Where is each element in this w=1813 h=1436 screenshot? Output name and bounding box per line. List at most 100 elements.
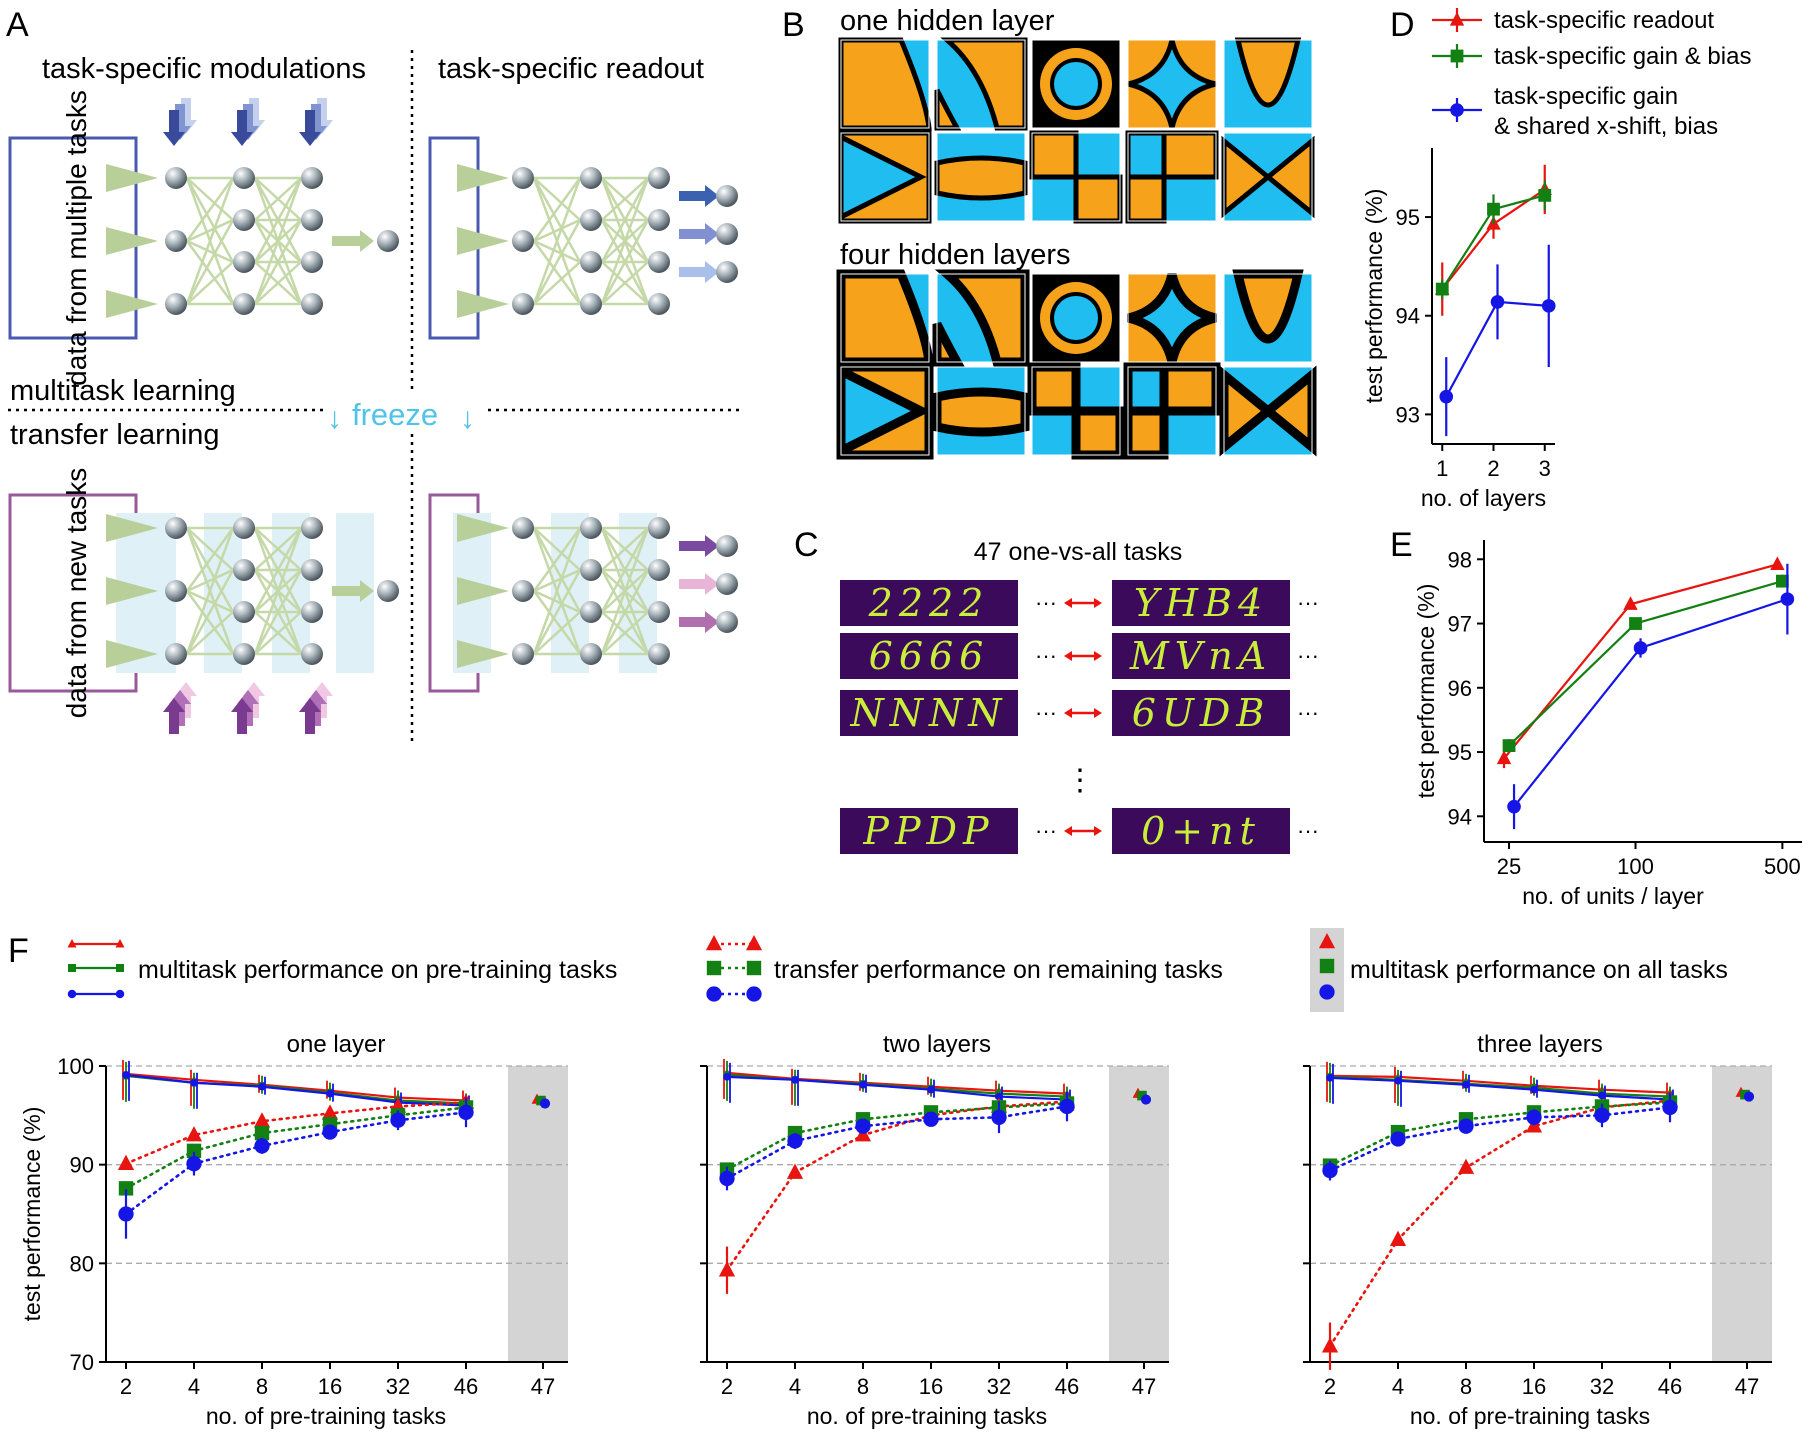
y-axis-label: test performance (%) xyxy=(1413,584,1439,799)
neuron xyxy=(233,251,255,273)
modulation-arrow xyxy=(163,698,185,734)
connection xyxy=(185,177,235,305)
neuron xyxy=(512,580,534,602)
neuron xyxy=(301,293,323,315)
marker-circle xyxy=(254,1138,270,1154)
input-triangle xyxy=(457,514,509,542)
input-triangle xyxy=(457,227,509,255)
boundary-tile xyxy=(836,269,935,367)
character-strip-right xyxy=(1112,633,1290,679)
tile-border xyxy=(1223,366,1313,456)
legend-label: multitask performance on pre-training ta… xyxy=(138,956,617,984)
x-axis-label: no. of pre-training tasks xyxy=(807,1403,1047,1429)
connection xyxy=(185,240,235,305)
panel-letter-d: D xyxy=(1390,6,1415,44)
x-tick-label: 4 xyxy=(188,1374,200,1399)
neuron xyxy=(512,517,534,539)
neuron xyxy=(716,185,738,207)
tile-region xyxy=(934,155,1028,201)
connection xyxy=(533,611,581,655)
label-task-specific-modulations: task-specific modulations xyxy=(42,53,366,85)
marker-triangle xyxy=(1318,933,1336,949)
marker-square xyxy=(186,1143,202,1159)
x-tick-label: 2 xyxy=(1324,1374,1336,1399)
y-tick-label: 100 xyxy=(57,1054,94,1079)
pair-arrow-head xyxy=(1094,708,1102,718)
label-task-specific-readout: task-specific readout xyxy=(438,53,704,85)
neuron xyxy=(580,209,602,231)
transfer-line xyxy=(725,1105,1069,1180)
tile-region xyxy=(1029,130,1079,180)
marker-square xyxy=(1319,958,1335,974)
boundary-tile xyxy=(932,269,1030,367)
marker-circle xyxy=(1780,592,1795,606)
marker-triangle xyxy=(786,1163,804,1179)
input-triangle xyxy=(106,640,158,668)
character-label: 6UDB xyxy=(1132,691,1271,735)
connection xyxy=(532,177,582,305)
freeze-arrow-right: ↓ xyxy=(460,402,475,435)
boundary-tile xyxy=(1223,269,1313,363)
neuron xyxy=(512,293,534,315)
character-label: NNNN xyxy=(850,691,1008,735)
character-row: PPDP ··· 0+nt ··· xyxy=(840,808,1319,854)
marker-square xyxy=(254,1125,270,1141)
x-tick-label: 16 xyxy=(318,1374,342,1399)
tile-region xyxy=(1234,37,1302,108)
marker-circle xyxy=(458,1104,474,1121)
marker-circle xyxy=(1319,984,1335,1000)
connection xyxy=(253,177,303,263)
ellipsis: ··· xyxy=(1297,818,1319,843)
marker-circle xyxy=(1450,103,1464,117)
tile-border xyxy=(936,273,1026,363)
marker-triangle xyxy=(745,935,763,951)
connection xyxy=(532,527,582,613)
marker-circle xyxy=(1526,1109,1542,1125)
boundary-tile xyxy=(1125,130,1219,224)
connection xyxy=(186,589,234,614)
y-axis-label: test performance (%) xyxy=(19,1107,45,1322)
transfer-line xyxy=(124,1106,468,1190)
x-tick-label: 3 xyxy=(1539,456,1551,481)
connection xyxy=(185,590,235,655)
boundary-tile xyxy=(934,37,1028,131)
label-data-new-tasks: data from new tasks xyxy=(61,468,92,719)
neuron xyxy=(165,167,187,189)
connection xyxy=(186,261,234,305)
input-triangle xyxy=(457,577,509,605)
neuron xyxy=(648,559,670,581)
connection xyxy=(185,527,235,655)
marker-circle xyxy=(190,1078,198,1087)
x-tick-label: 4 xyxy=(1392,1374,1404,1399)
tile-border xyxy=(1127,366,1217,456)
boundary-tile xyxy=(1219,365,1317,457)
connection xyxy=(253,219,303,305)
marker-circle xyxy=(1541,299,1556,313)
x-tick-label: 32 xyxy=(987,1374,1011,1399)
tile-border xyxy=(1223,39,1313,129)
character-strip-left xyxy=(840,808,1018,854)
panel-f-legend: multitask performance on pre-training ta… xyxy=(67,928,1728,1012)
connection xyxy=(253,569,303,655)
input-triangle xyxy=(106,514,158,542)
marker-square xyxy=(1487,202,1500,216)
network-diagrams xyxy=(106,98,738,734)
input-triangle xyxy=(106,577,158,605)
boundary-tile xyxy=(838,130,932,224)
marker-circle xyxy=(186,1156,202,1172)
x-tick-label: 2 xyxy=(721,1374,733,1399)
ellipsis: ··· xyxy=(1035,818,1057,843)
subplot-title: three layers xyxy=(1477,1031,1602,1058)
marker-triangle xyxy=(705,935,723,951)
marker-square xyxy=(1775,574,1789,588)
connection xyxy=(186,218,234,243)
y-tick-label: 70 xyxy=(70,1350,94,1375)
marker-circle xyxy=(1507,799,1521,814)
x-tick-label: 47 xyxy=(1132,1374,1156,1399)
tile-border xyxy=(1127,132,1217,222)
boundary-tile xyxy=(1027,362,1125,460)
marker-square xyxy=(118,1181,134,1196)
marker-circle xyxy=(115,989,125,999)
input-triangle xyxy=(457,640,509,668)
legend-label: & shared x-shift, bias xyxy=(1494,113,1718,140)
